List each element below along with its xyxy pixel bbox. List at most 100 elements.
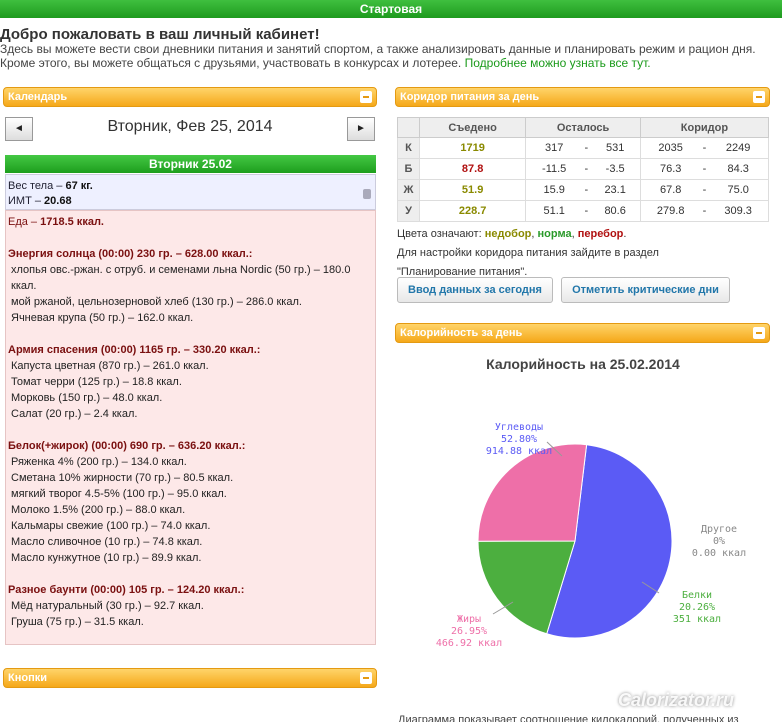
- slice-label: Белки: [682, 590, 712, 601]
- intro-text: Здесь вы можете вести свои дневники пита…: [0, 42, 782, 71]
- legend-prefix: Цвета означают:: [397, 228, 482, 240]
- corridor-hint-1: Для настройки коридора питания зайдите в…: [397, 247, 659, 259]
- eaten-value: 228.7: [418, 200, 527, 222]
- weight-block[interactable]: Вес тела – 67 кг. ИМТ – 20.68: [5, 174, 376, 210]
- remaining-dash: -: [582, 179, 591, 201]
- slice-label: Другое: [701, 524, 737, 535]
- bmi-value: 20.68: [44, 195, 72, 207]
- legend-sep: ,: [531, 228, 538, 240]
- food-item: Ряженка 4% (200 гр.) – 134.0 ккал.: [11, 456, 187, 468]
- slice-label: Углеводы: [495, 422, 543, 433]
- collapse-icon[interactable]: [753, 91, 765, 103]
- edit-icon[interactable]: [363, 189, 371, 199]
- watermark-logo: Calorizator.ru: [618, 690, 735, 710]
- meal-title: Разное баунти (00:00) 105 гр. – 124.20 к…: [8, 584, 245, 596]
- corridor-row: К 1719 317-531 2035-2249: [397, 137, 770, 159]
- food-item: Масло сливочное (10 гр.) – 74.8 ккал.: [11, 536, 203, 548]
- remaining-min: -11.5: [525, 158, 583, 180]
- mark-critical-days-button[interactable]: Отметить критические дни: [561, 277, 730, 303]
- corridor-legend: Цвета означают: недобор, норма, перебор.…: [397, 225, 659, 282]
- food-item: Сметана 10% жирности (70 гр.) – 80.5 кка…: [11, 472, 234, 484]
- corridor-row: Ж 51.9 15.9-23.1 67.8-75.0: [397, 179, 770, 201]
- slice-label: 351 ккал: [673, 614, 721, 625]
- food-item: мягкий творог 4.5-5% (100 гр.) – 95.0 кк…: [11, 488, 227, 500]
- eaten-value: 87.8: [418, 158, 527, 180]
- slice-label: 914.88 ккал: [486, 446, 552, 457]
- label-leader-line: [546, 441, 563, 457]
- collapse-icon[interactable]: [753, 327, 765, 339]
- corridor-max: 2249: [708, 137, 770, 159]
- prev-day-button[interactable]: ◄: [5, 117, 33, 141]
- top-nav-bar[interactable]: Стартовая: [0, 0, 782, 18]
- corridor-row: У 228.7 51.1-80.6 279.8-309.3: [397, 200, 770, 222]
- weight-row: Вес тела – 67 кг.: [8, 179, 373, 194]
- remaining-min: 317: [525, 137, 583, 159]
- corridor-dash: -: [700, 137, 709, 159]
- remaining-dash: -: [582, 137, 591, 159]
- calories-panel-header: Калорийность за день: [395, 323, 770, 343]
- food-item: хлопья овс.-ржан. с отруб. и семенами ль…: [11, 264, 351, 292]
- collapse-icon[interactable]: [360, 91, 372, 103]
- corridor-table: Съедено Осталось Коридор К 1719 317-531 203…: [397, 117, 770, 222]
- food-item: Мёд натуральный (30 гр.) – 92.7 ккал.: [11, 600, 204, 612]
- chart-title: Калорийность на 25.02.2014: [486, 356, 680, 372]
- remaining-max: 80.6: [590, 200, 641, 222]
- corridor-dash: -: [700, 158, 709, 180]
- remaining-max: 23.1: [590, 179, 641, 201]
- food-item: Груша (75 гр.) – 31.5 ккал.: [11, 616, 144, 628]
- nutrient-letter: К: [397, 137, 420, 159]
- remaining-dash: -: [582, 158, 591, 180]
- legend-dot: .: [623, 228, 627, 240]
- food-item: Ячневая крупа (50 гр.) – 162.0 ккал.: [11, 312, 194, 324]
- remaining-min: 51.1: [525, 200, 583, 222]
- corridor-max: 84.3: [708, 158, 770, 180]
- buttons-panel-title: Кнопки: [8, 672, 47, 684]
- food-item: Молоко 1.5% (200 гр.) – 88.0 ккал.: [11, 504, 186, 516]
- slice-label: Жиры: [457, 614, 481, 625]
- food-item: мой ржаной, цельнозерновой хлеб (130 гр.…: [11, 296, 302, 308]
- intro-line-2: Кроме этого, вы можете общаться с друзья…: [0, 55, 782, 71]
- corridor-hint-2: "Планирование питания".: [397, 266, 528, 278]
- food-item: Морковь (150 гр.) – 48.0 ккал.: [11, 392, 163, 404]
- eaten-value: 51.9: [418, 179, 527, 201]
- eaten-value: 1719: [418, 137, 527, 159]
- meal-title: Армия спасения (00:00) 1165 гр. – 330.20…: [8, 344, 261, 356]
- slice-label: 52.80%: [501, 434, 537, 445]
- chart-description: Диаграмма показывает соотношение килокал…: [398, 714, 739, 722]
- legend-row: Цвета означают: недобор, норма, перебор.: [397, 225, 659, 244]
- more-info-link[interactable]: Подробнее можно узнать все тут.: [464, 55, 651, 70]
- legend-sep: ,: [571, 228, 578, 240]
- corridor-min: 279.8: [639, 200, 701, 222]
- legend-over: перебор: [577, 228, 624, 240]
- corridor-header-row: Съедено Осталось Коридор: [397, 117, 770, 138]
- intro-line-2-text: Кроме этого, вы можете общаться с друзья…: [0, 55, 465, 70]
- remaining-dash: -: [582, 200, 591, 222]
- corridor-min: 2035: [639, 137, 701, 159]
- slice-label: 20.26%: [679, 602, 715, 613]
- weight-label: Вес тела –: [8, 180, 63, 192]
- pie-slice: [546, 444, 673, 639]
- pie-slice: [477, 540, 576, 635]
- next-day-button[interactable]: ►: [347, 117, 375, 141]
- buttons-panel-header: Кнопки: [3, 668, 377, 688]
- legend-under: недобор: [484, 228, 532, 240]
- calories-chart-box: Калорийность на 25.02.2014 Углеводы 52.80…: [397, 346, 769, 722]
- food-item: Масло кунжутное (10 гр.) – 89.9 ккал.: [11, 552, 202, 564]
- remaining-max: -3.5: [590, 158, 641, 180]
- enter-today-button[interactable]: Ввод данных за сегодня: [397, 277, 553, 303]
- corridor-row: Б 87.8 -11.5- -3.5 76.3-84.3: [397, 158, 770, 180]
- corridor-dash: -: [700, 200, 709, 222]
- food-diary[interactable]: Еда – 1718.5 ккал. Энергия солнца (00:00…: [5, 210, 376, 645]
- slice-label: 26.95%: [451, 626, 487, 637]
- weight-value: 67 кг.: [65, 180, 93, 192]
- legend-norm: норма: [537, 228, 572, 240]
- pie-slice: [477, 443, 588, 542]
- bmi-label: ИМТ –: [8, 195, 41, 207]
- calories-pie-chart: Калорийность на 25.02.2014 Углеводы52.80…: [436, 356, 746, 649]
- corridor-max: 309.3: [708, 200, 770, 222]
- collapse-icon[interactable]: [360, 672, 372, 684]
- nutrient-letter: Ж: [397, 179, 420, 201]
- label-leader-line: [641, 581, 660, 594]
- calendar-panel-title: Календарь: [8, 91, 68, 103]
- selected-date: Вторник, Фев 25, 2014: [107, 118, 273, 135]
